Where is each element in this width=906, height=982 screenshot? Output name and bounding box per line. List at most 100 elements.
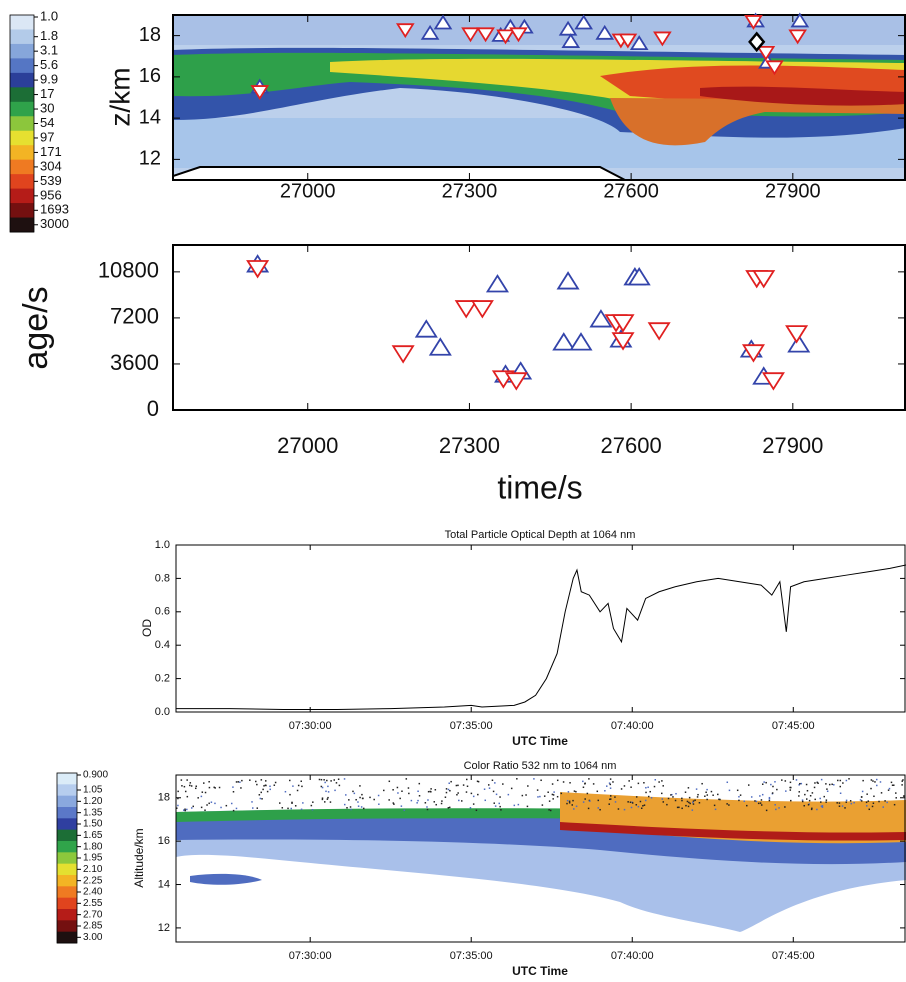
colorbar-swatch <box>10 87 34 103</box>
marker <box>756 45 776 61</box>
speckle-dot <box>795 779 798 781</box>
y-tick-label: 7200 <box>110 304 159 329</box>
speckle-dot <box>462 784 465 786</box>
speckle-dot <box>763 781 765 783</box>
speckle-dot <box>321 786 324 789</box>
speckle-dot <box>274 781 277 784</box>
speckle-dot <box>241 779 243 782</box>
speckle-dot <box>849 800 852 802</box>
marker <box>785 325 809 344</box>
colorbar-swatch <box>57 829 77 842</box>
speckle-dot <box>551 793 554 796</box>
speckle-dot <box>325 790 327 793</box>
colorbar-label: 30 <box>40 100 54 115</box>
colorbar-swatch <box>57 920 77 933</box>
marker <box>611 314 635 333</box>
speckle-dot <box>483 788 486 790</box>
speckle-dot <box>225 804 228 807</box>
marker <box>414 319 438 338</box>
speckle-dot <box>350 808 352 811</box>
speckle-dot <box>609 798 611 801</box>
speckle-dot <box>297 784 300 787</box>
speckle-dot <box>562 781 565 783</box>
speckle-dot <box>785 790 787 792</box>
marker <box>504 372 528 391</box>
marker <box>391 345 415 364</box>
speckle-dot <box>190 785 193 787</box>
speckle-dot <box>302 802 304 804</box>
speckle-dot <box>397 792 399 794</box>
colorbar-swatch <box>57 897 77 910</box>
speckle-dot <box>875 778 878 781</box>
speckle-dot <box>597 807 600 809</box>
colorbar-label: 9.9 <box>40 72 58 87</box>
colorbar-swatch <box>57 886 77 899</box>
speckle-dot <box>499 805 501 808</box>
speckle-dot <box>599 808 601 811</box>
speckle-dot <box>866 793 868 795</box>
speckle-dot <box>553 791 555 793</box>
colorbar-swatch <box>10 130 34 146</box>
colorbar-label: 0.900 <box>83 770 108 781</box>
colorbar-swatch <box>57 863 77 876</box>
colorbar-swatch <box>57 841 77 853</box>
marker <box>476 27 495 43</box>
x-tick-label: 27000 <box>280 180 336 202</box>
speckle-dot <box>335 782 338 784</box>
colorbar-swatch <box>10 188 34 204</box>
speckle-dot <box>256 783 258 786</box>
speckle-dot <box>888 787 891 790</box>
speckle-dot <box>895 792 897 794</box>
speckle-dot <box>435 803 437 806</box>
speckle-dot <box>418 795 421 797</box>
speckle-dot <box>609 795 612 797</box>
speckle-dot <box>183 785 186 788</box>
colorbar-label: 171 <box>40 144 62 159</box>
colorbar-label: 3.1 <box>40 43 58 58</box>
speckle-dot <box>596 790 599 793</box>
curtain-backdrop <box>176 775 906 942</box>
y-tick-label: 0.6 <box>155 606 170 618</box>
marker <box>765 60 784 76</box>
speckle-dot <box>392 789 394 791</box>
speckle-dot <box>206 804 208 806</box>
y-tick-label: 12 <box>158 922 170 934</box>
y-tick-label: 12 <box>139 148 161 170</box>
speckle-dot <box>426 808 429 811</box>
speckle-dot <box>484 799 486 802</box>
speckle-dot <box>816 781 818 784</box>
speckle-dot <box>556 779 559 782</box>
speckle-dot <box>360 806 363 808</box>
speckle-dot <box>676 806 679 809</box>
speckle-dot <box>261 798 263 800</box>
speckle-dot <box>321 797 324 799</box>
speckle-dot <box>681 797 683 800</box>
colorbar-swatch <box>57 852 77 865</box>
speckle-dot <box>218 786 221 789</box>
speckle-dot <box>210 801 213 803</box>
speckle-dot <box>868 808 871 811</box>
speckle-dot <box>289 779 291 782</box>
speckle-dot <box>477 780 480 783</box>
colorbar-label: 2.25 <box>83 875 103 886</box>
x-tick-label: 07:45:00 <box>772 950 815 962</box>
speckle-dot <box>349 806 352 808</box>
speckle-dot <box>798 784 800 786</box>
speckle-dot <box>181 785 183 787</box>
colorbar-swatch <box>10 116 34 132</box>
speckle-dot <box>738 795 740 798</box>
speckle-dot <box>575 805 578 808</box>
speckle-dot <box>694 799 696 802</box>
speckle-dot <box>200 795 203 798</box>
speckle-dot <box>403 809 406 812</box>
speckle-dot <box>839 779 842 782</box>
speckle-dot <box>760 804 763 806</box>
colorbar-swatch <box>57 807 77 819</box>
marker <box>470 300 494 319</box>
colorbar-swatch <box>57 773 77 785</box>
colorbar-swatch <box>10 203 34 219</box>
speckle-dot <box>291 802 293 804</box>
speckle-dot <box>263 785 265 787</box>
